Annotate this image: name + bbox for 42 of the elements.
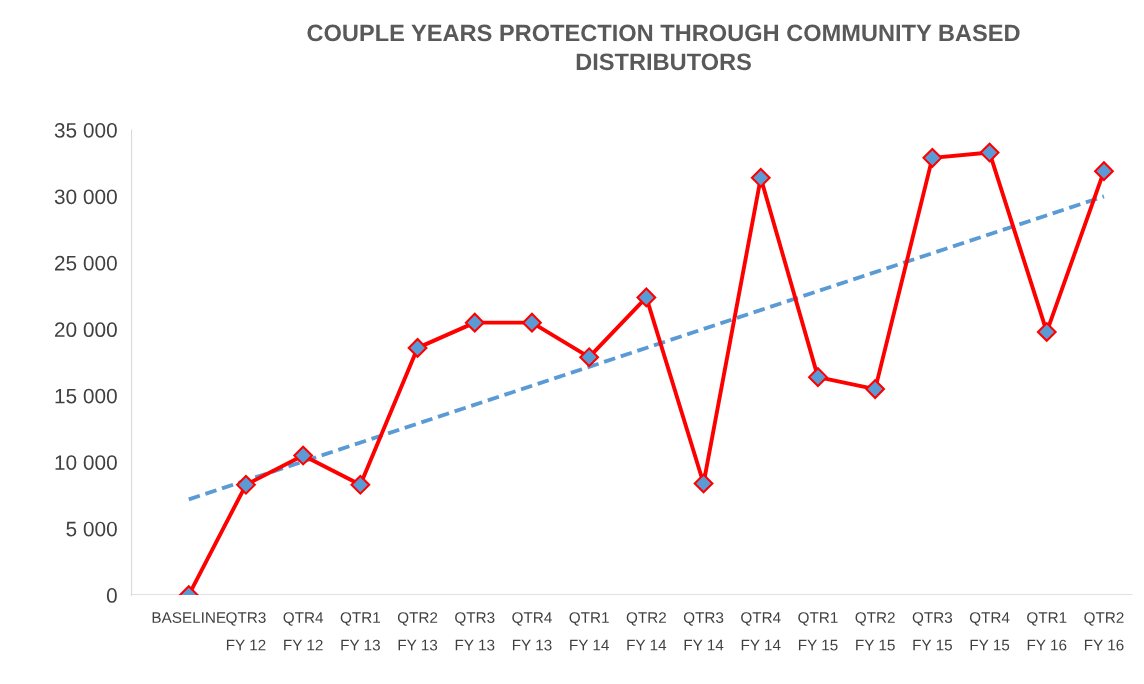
point [350,474,371,495]
x-tick-label: QTR4 FY 12 [283,612,324,651]
x-tick-label: QTR2 FY 16 [1084,612,1124,651]
x-tick-label: QTR1 FY 15 [798,612,838,651]
y-tick-label: 25 000 [55,255,117,271]
y-tick-label: 0 [106,588,117,603]
point [693,473,714,494]
point [750,167,771,188]
y-tick-label: 35 000 [54,122,117,138]
x-tick-label: QTR4 FY 15 [969,612,1010,651]
point [808,367,828,388]
point [579,347,600,368]
point [1094,161,1114,182]
x-tick-label: QTR3 FY 14 [683,612,724,651]
x-tick-label: QTR3 FY 12 [226,612,266,651]
point [293,445,314,466]
x-tick-label: BASELINE [152,612,226,623]
x-tick-label: QTR3 FY 15 [912,612,953,651]
point [979,142,1000,163]
x-tick-label: QTR4 FY 13 [512,612,552,651]
y-tick-label: 15 000 [55,388,117,404]
point [522,312,542,333]
point [922,147,943,168]
point [407,338,428,358]
x-tick-label: QTR1 FY 14 [569,612,609,651]
y-tick-label: 30 000 [54,189,117,205]
y-tick-label: 20 000 [55,322,117,338]
y-tick-label: 5 000 [66,521,117,537]
x-tick-label: QTR2 FY 15 [855,612,895,651]
chart-title: COUPLE YEARS PROTECTION THROUGH COMMUNITY BASED DISTRIBUTORS [307,24,1020,71]
x-tick-label: QTR2 FY 13 [397,612,438,651]
x-tick-label: QTR4 FY 14 [741,612,781,651]
point [865,379,886,399]
point [464,312,485,333]
y-tick-label: 10 000 [55,455,117,470]
x-tick-label: QTR3 FY 13 [455,612,495,651]
x-tick-label: QTR2 FY 14 [626,612,667,651]
point [1036,322,1057,342]
x-tick-label: QTR1 FY 13 [340,612,380,651]
point [236,474,256,495]
point [636,287,657,308]
x-tick-label: QTR1 FY 16 [1027,612,1067,651]
